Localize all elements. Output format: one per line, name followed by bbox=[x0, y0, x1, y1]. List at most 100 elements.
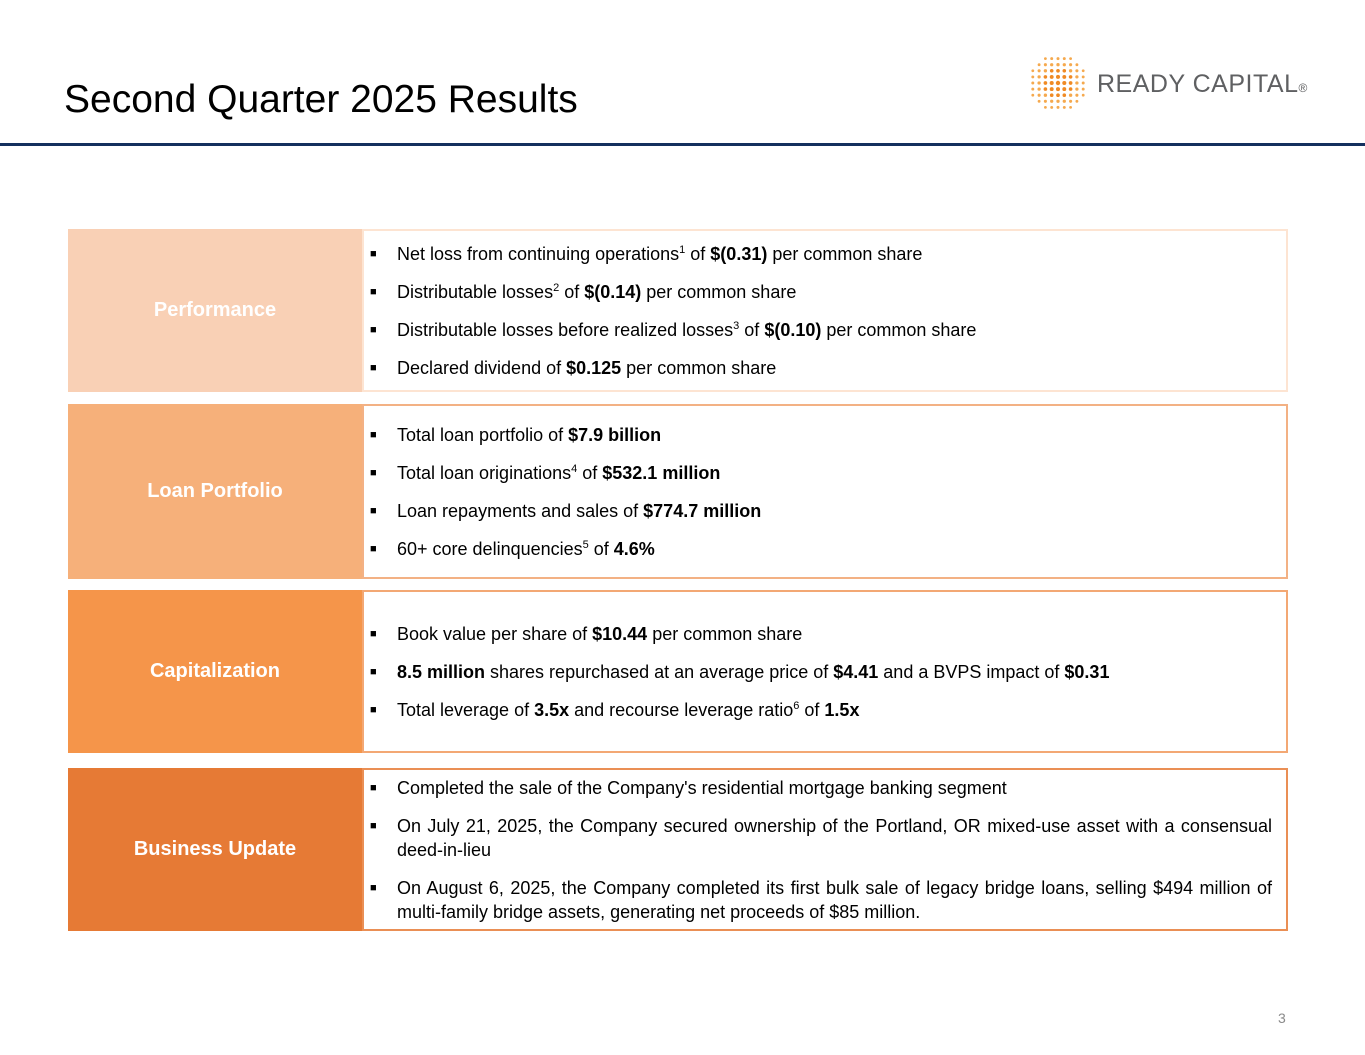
logo-dot bbox=[1049, 80, 1054, 86]
logo-dot bbox=[1068, 75, 1073, 79]
logo-dot bbox=[1050, 105, 1054, 109]
bullet: Total loan portfolio of $7.9 billion bbox=[370, 423, 1272, 447]
logo-dot bbox=[1043, 93, 1048, 97]
bullet: Book value per share of $10.44 per commo… bbox=[370, 622, 1272, 646]
logo-dot bbox=[1050, 99, 1054, 103]
bullet-bold: $10.44 bbox=[592, 623, 648, 644]
bullet-text: per common share bbox=[641, 281, 797, 302]
logo-dot bbox=[1043, 87, 1048, 91]
bullet-bold: $0.31 bbox=[1064, 661, 1110, 682]
bullet: On August 6, 2025, the Company completed… bbox=[370, 876, 1272, 924]
header-rule bbox=[0, 143, 1365, 146]
logo-dot bbox=[1044, 106, 1047, 109]
section-content: Book value per share of $10.44 per commo… bbox=[362, 590, 1288, 753]
footnote-ref: 1 bbox=[679, 243, 686, 256]
logo-dot bbox=[1031, 69, 1035, 73]
logo-dot bbox=[1068, 81, 1073, 85]
logo-dot bbox=[1049, 93, 1054, 97]
bullet-text: of bbox=[799, 699, 825, 720]
logo-dot bbox=[1056, 99, 1060, 103]
logo-icon bbox=[1031, 57, 1085, 109]
logo-name: READY CAPITAL bbox=[1097, 70, 1299, 98]
logo-dot bbox=[1062, 74, 1067, 79]
bullet-text: Net loss from continuing operations bbox=[397, 243, 680, 264]
logo-dot bbox=[1037, 87, 1041, 91]
logo-dot bbox=[1037, 69, 1041, 73]
bullet-text: Completed the sale of the Company's resi… bbox=[397, 777, 1007, 798]
logo-dot bbox=[1050, 57, 1054, 61]
section-label: Loan Portfolio bbox=[68, 404, 362, 579]
bullet-text: Distributable losses before realized los… bbox=[397, 319, 734, 340]
bullet-text: per common share bbox=[821, 319, 977, 340]
logo-dot bbox=[1062, 93, 1067, 97]
bullet: Declared dividend of $0.125 per common s… bbox=[370, 356, 1272, 380]
footnote-ref: 4 bbox=[571, 462, 578, 475]
footnote-ref: 2 bbox=[553, 281, 560, 294]
logo-dot bbox=[1056, 68, 1060, 73]
logo-dot bbox=[1075, 69, 1079, 73]
logo-dot bbox=[1068, 69, 1073, 73]
title: Second Quarter 2025 Results bbox=[64, 78, 578, 121]
bullet: Total leverage of 3.5x and recourse leve… bbox=[370, 698, 1272, 722]
section: Capitalization Book value per share of $1… bbox=[68, 590, 1288, 753]
bullet-bold: $4.41 bbox=[833, 661, 879, 682]
bullet-bold: $774.7 million bbox=[643, 500, 762, 521]
logo-dot bbox=[1050, 63, 1054, 67]
section-label: Performance bbox=[68, 229, 362, 392]
bullet: Distributable losses2 of $(0.14) per com… bbox=[370, 280, 1272, 304]
bullet-text: Total leverage of bbox=[397, 699, 535, 720]
logo-dot bbox=[1043, 81, 1048, 85]
logo-dot bbox=[1069, 99, 1073, 103]
bullet-text: Total loan portfolio of bbox=[397, 424, 569, 445]
logo-dot bbox=[1075, 99, 1079, 103]
logo-dot bbox=[1031, 81, 1035, 85]
logo-dot bbox=[1075, 63, 1079, 67]
bullet-bold: $(0.14) bbox=[584, 281, 642, 302]
bullet-bold: $532.1 million bbox=[602, 462, 721, 483]
bullet-text: shares repurchased at an average price o… bbox=[485, 661, 834, 682]
bullet-text: Declared dividend of bbox=[397, 357, 567, 378]
logo-dot bbox=[1055, 87, 1061, 92]
footnote-ref: 6 bbox=[793, 699, 800, 712]
logo-dot bbox=[1081, 93, 1085, 97]
bullet-text: and a BVPS impact of bbox=[878, 661, 1065, 682]
bullet: Net loss from continuing operations1 of … bbox=[370, 242, 1272, 266]
logo-dot bbox=[1056, 93, 1060, 98]
logo-dot bbox=[1031, 93, 1035, 97]
logo-dot bbox=[1056, 57, 1060, 61]
logo-dot bbox=[1037, 63, 1041, 67]
bullet: Distributable losses before realized los… bbox=[370, 318, 1272, 342]
logo-text: READY CAPITAL® bbox=[1097, 70, 1308, 99]
bullet: On July 21, 2025, the Company secured ow… bbox=[370, 814, 1272, 862]
logo-dot bbox=[1056, 105, 1060, 109]
section-content: Total loan portfolio of $7.9 billionTota… bbox=[362, 404, 1288, 579]
logo-mark: ® bbox=[1298, 81, 1308, 95]
logo-dot bbox=[1043, 99, 1047, 103]
bullet: Loan repayments and sales of $774.7 mill… bbox=[370, 499, 1272, 523]
bullet-bold: 3.5x bbox=[534, 699, 570, 720]
section-content: Net loss from continuing operations1 of … bbox=[362, 229, 1288, 392]
logo-dot bbox=[1043, 63, 1047, 67]
logo-dot bbox=[1055, 74, 1061, 79]
logo-dot bbox=[1081, 81, 1085, 85]
bullet-bold: 8.5 million bbox=[397, 661, 486, 682]
logo-dot bbox=[1069, 63, 1073, 67]
logo-dot bbox=[1043, 75, 1048, 79]
bullet-text: of bbox=[559, 281, 585, 302]
logo-dot bbox=[1049, 69, 1054, 73]
logo-dot bbox=[1075, 81, 1079, 85]
logo-dot bbox=[1062, 63, 1066, 67]
bullet-bold: 1.5x bbox=[824, 699, 860, 720]
bullet-text: Distributable losses bbox=[397, 281, 554, 302]
section-label: Capitalization bbox=[68, 590, 362, 753]
logo-dot bbox=[1062, 69, 1067, 73]
logo-dot bbox=[1031, 87, 1035, 91]
bullet-bold: $(0.31) bbox=[710, 243, 768, 264]
bullet-text: per common share bbox=[621, 357, 777, 378]
logo-dot bbox=[1062, 87, 1067, 92]
logo-dot bbox=[1037, 81, 1041, 85]
logo-dot bbox=[1069, 57, 1072, 60]
section: Performance Net loss from continuing oper… bbox=[68, 229, 1288, 392]
logo-dot bbox=[1075, 93, 1079, 97]
